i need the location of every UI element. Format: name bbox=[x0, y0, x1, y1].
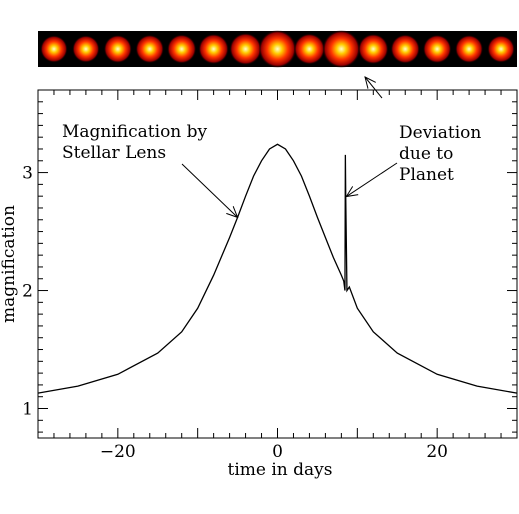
annotations: Magnification by Stellar Lens Deviation due… bbox=[62, 122, 481, 217]
x-tick-label: −20 bbox=[100, 442, 136, 462]
arrow-to-strip bbox=[365, 77, 383, 99]
strip-frame-glow bbox=[358, 33, 389, 65]
x-tick-label: 0 bbox=[272, 442, 283, 462]
strip-frame-glow bbox=[135, 34, 165, 64]
strip-frame-glow bbox=[487, 35, 515, 63]
strip-frame-glow bbox=[422, 34, 452, 64]
magnification-curve bbox=[37, 143, 518, 394]
y-axis-label: magnification bbox=[0, 205, 19, 323]
axis-ticks bbox=[37, 89, 518, 438]
y-tick-label: 1 bbox=[22, 400, 33, 420]
strip-frame-glow bbox=[40, 35, 68, 63]
x-axis-label: time in days bbox=[228, 460, 333, 480]
strip-frame-glow bbox=[455, 34, 484, 64]
strip-frame-glow bbox=[293, 33, 326, 65]
strip-frame-glow bbox=[72, 35, 100, 63]
strip-frame-glow bbox=[390, 34, 420, 64]
strip-frame-glow bbox=[322, 30, 361, 68]
annotation-planet-deviation: Deviation due to Planet bbox=[399, 123, 481, 185]
strip-frame-glow bbox=[167, 34, 197, 64]
arrow-stellar-lens bbox=[181, 163, 238, 217]
tick-labels: −20 0 20 1 2 3 bbox=[22, 164, 448, 462]
y-tick-label: 2 bbox=[22, 282, 33, 302]
strip-frame-glow bbox=[198, 33, 229, 65]
strip-frame-glow bbox=[229, 32, 262, 66]
x-tick-label: 20 bbox=[426, 442, 448, 462]
y-tick-label: 3 bbox=[22, 164, 33, 184]
strip-frame-glow bbox=[103, 34, 132, 64]
arrow-planet-deviation bbox=[346, 162, 398, 197]
image-strip bbox=[38, 30, 517, 68]
annotation-stellar-lens: Magnification by Stellar Lens bbox=[62, 122, 208, 163]
strip-frame-glow bbox=[258, 30, 297, 68]
